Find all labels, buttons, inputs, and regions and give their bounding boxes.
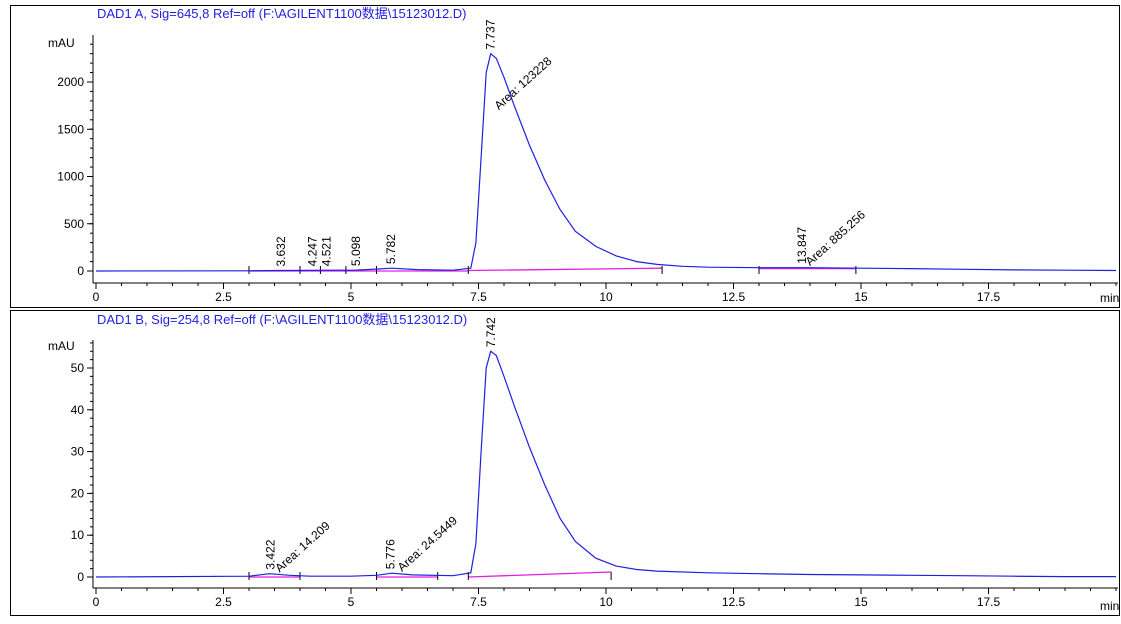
x-tick-label: 17.5 bbox=[977, 595, 1001, 609]
panel-b-frame bbox=[10, 310, 1120, 616]
y-tick-label: 1500 bbox=[57, 122, 84, 136]
peak-rt-label: 7.737 bbox=[484, 19, 498, 49]
x-tick-label: 10 bbox=[599, 595, 613, 609]
x-tick-label: 0 bbox=[93, 290, 100, 304]
panel-a-title: DAD1 A, Sig=645,8 Ref=off (F:\AGILENT110… bbox=[97, 6, 467, 21]
x-tick-label: 12.5 bbox=[722, 290, 746, 304]
peak-rt-label: 4.247 bbox=[306, 236, 320, 266]
x-tick-label: 15 bbox=[854, 290, 868, 304]
panel-a-xlabel: min bbox=[1100, 291, 1119, 305]
y-tick-label: 500 bbox=[64, 217, 84, 231]
y-tick-label: 0 bbox=[77, 264, 84, 278]
panel-a-frame bbox=[10, 5, 1120, 308]
y-tick-label: 20 bbox=[71, 486, 85, 500]
area-label: Area: 14.209 bbox=[272, 518, 333, 575]
panel-b-ylabel: mAU bbox=[48, 339, 75, 353]
x-tick-label: 5 bbox=[348, 290, 355, 304]
y-tick-label: 40 bbox=[71, 403, 85, 417]
area-label: Area: 885.256 bbox=[803, 207, 869, 268]
peak-rt-label: 3.422 bbox=[264, 539, 278, 569]
peak-rt-label: 5.782 bbox=[384, 234, 398, 264]
peak-rt-label: 5.098 bbox=[349, 236, 363, 266]
y-tick-label: 30 bbox=[71, 445, 85, 459]
panel-b-plot: 0 10 20 30 40 50 0 2.5 5 7.5 10 12.5 15 17.5 3.422 5.77… bbox=[71, 317, 1118, 609]
y-tick-label: 10 bbox=[71, 528, 85, 542]
signal-trace bbox=[95, 52, 1117, 272]
peak-rt-label: 4.521 bbox=[320, 236, 334, 266]
x-tick-label: 2.5 bbox=[215, 595, 232, 609]
integration-baseline bbox=[468, 267, 663, 272]
x-tick-label: 0 bbox=[93, 595, 100, 609]
peak-rt-label: 13.847 bbox=[795, 227, 809, 264]
peak-rt-label: 5.776 bbox=[384, 539, 398, 569]
peak-rt-label: 3.632 bbox=[274, 236, 288, 266]
integration-baseline bbox=[468, 571, 612, 578]
y-tick-label: 2000 bbox=[57, 75, 84, 89]
x-tick-label: 17.5 bbox=[977, 290, 1001, 304]
peak-rt-label: 7.742 bbox=[484, 317, 498, 347]
x-tick-label: 5 bbox=[348, 595, 355, 609]
y-tick-label: 1000 bbox=[57, 170, 84, 184]
x-tick-label: 2.5 bbox=[215, 290, 232, 304]
y-tick-label: 50 bbox=[71, 361, 85, 375]
signal-trace bbox=[95, 350, 1116, 578]
panel-a-ylabel: mAU bbox=[48, 36, 75, 50]
x-tick-label: 7.5 bbox=[470, 595, 487, 609]
area-label: Area: 24.5449 bbox=[395, 513, 461, 574]
x-tick-label: 7.5 bbox=[470, 290, 487, 304]
x-tick-label: 15 bbox=[854, 595, 868, 609]
panel-b-xlabel: min bbox=[1100, 599, 1119, 613]
area-label: Area: 123228 bbox=[492, 54, 555, 113]
panel-a-plot: 0 500 1000 1500 2000 0 2.5 5 7.5 10 12.5 15 17.5 3.63… bbox=[57, 19, 1118, 304]
panel-b-title: DAD1 B, Sig=254,8 Ref=off (F:\AGILENT110… bbox=[97, 312, 467, 327]
x-tick-label: 10 bbox=[599, 290, 613, 304]
y-tick-label: 0 bbox=[77, 570, 84, 584]
x-tick-label: 12.5 bbox=[722, 595, 746, 609]
